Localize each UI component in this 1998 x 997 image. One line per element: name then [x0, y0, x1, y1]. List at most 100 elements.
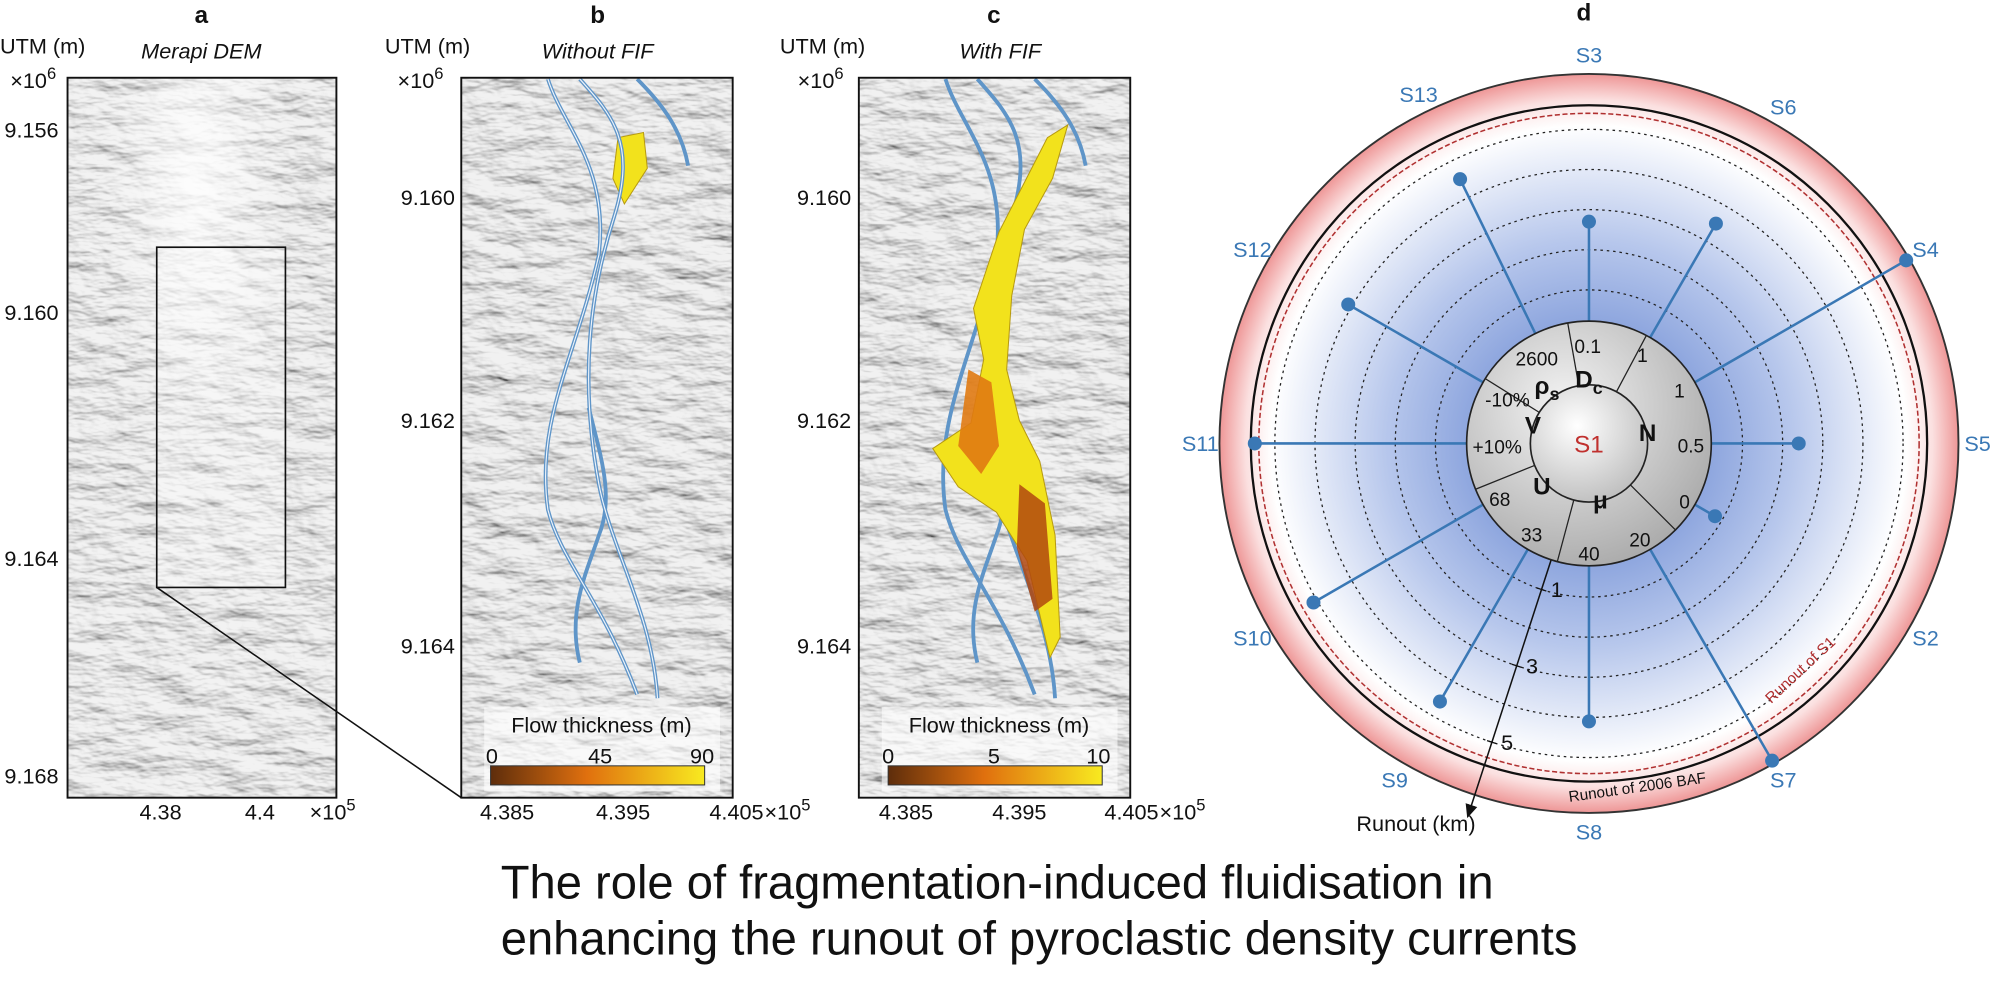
axis-unit: UTM (m): [780, 34, 865, 59]
spoke: [1649, 222, 1718, 339]
parameter-symbol-main: N: [1639, 420, 1656, 447]
y-tick-label: 9.164: [797, 634, 851, 659]
colorbar-tick-label: 0: [882, 743, 894, 768]
runout-dot: [1707, 509, 1723, 524]
panel-letter: c: [987, 2, 1000, 29]
scenario-label: S3: [1576, 42, 1603, 67]
map-b: [460, 76, 734, 799]
runout-dot: [1765, 753, 1780, 768]
spoke: [1694, 259, 1907, 384]
parameter-value: 68: [1489, 490, 1510, 511]
y-tick-label: 9.156: [4, 118, 58, 143]
summit-glow: [67, 77, 337, 798]
y-tick-label: 9.164: [401, 634, 455, 659]
channel: [1033, 77, 1088, 167]
parameter-value: 1: [1674, 382, 1685, 403]
parameter-symbol: ρs: [1534, 373, 1559, 404]
channel-outlines: [543, 77, 690, 699]
parameter-symbol-main: μ: [1593, 487, 1608, 514]
y-multiplier: ×106: [10, 64, 56, 93]
wheel-divider: [1615, 335, 1647, 392]
panel-subtitle: With FIF: [959, 39, 1042, 64]
map-frame: [857, 76, 1132, 799]
channel-core: [579, 78, 659, 699]
parameter-value: 0: [1679, 492, 1690, 513]
wheel-divider: [1475, 464, 1535, 490]
parameter-value: 0.5: [1678, 436, 1705, 457]
panel-subtitle: Merapi DEM: [141, 39, 262, 64]
parameter-value: 33: [1521, 526, 1542, 547]
y-multiplier-base: ×10: [798, 68, 835, 93]
y-tick-label: 9.162: [401, 408, 455, 433]
runout-tick: [1511, 663, 1522, 669]
x-multiplier-base: ×10: [1160, 799, 1197, 824]
runout-dot: [1247, 436, 1262, 451]
runout-axis: [1465, 518, 1566, 819]
spoke: [1312, 503, 1484, 604]
runout-dot: [1899, 253, 1914, 268]
runout-dot: [1708, 216, 1723, 231]
spoke: [1649, 548, 1774, 762]
map-c: [857, 76, 1132, 799]
wheel-hub: [1529, 384, 1649, 503]
panel-letter: d: [1576, 0, 1591, 26]
x-tick-label: 4.4: [245, 799, 275, 824]
inset-connector: [156, 586, 462, 799]
wheel-divider: [1567, 322, 1580, 386]
parameter-symbol: μ: [1593, 487, 1608, 514]
y-tick-label: 9.168: [4, 764, 58, 789]
x-multiplier: ×105: [1160, 795, 1206, 824]
parameter-value: +10%: [1473, 438, 1522, 459]
y-tick-label: 9.162: [797, 408, 851, 433]
x-multiplier-power: 5: [346, 795, 355, 814]
deposit-thick: [1016, 484, 1053, 612]
parameter-value: 1: [1637, 346, 1648, 367]
x-tick-label: 4.405: [709, 799, 763, 824]
inset-box: [155, 246, 287, 589]
spoke: [1347, 303, 1484, 384]
runout-dot: [1791, 436, 1806, 451]
y-tick-label: 9.160: [401, 185, 455, 210]
y-multiplier-power: 6: [47, 64, 56, 83]
runout-axis-label: Runout (km): [1356, 811, 1475, 836]
y-multiplier-power: 6: [434, 64, 443, 83]
x-tick-label: 4.38: [139, 799, 181, 824]
axis-unit: UTM (m): [0, 34, 85, 59]
colorbar-tick-label: 10: [1086, 743, 1110, 768]
figure-title: enhancing the runout of pyroclastic dens…: [501, 911, 1578, 964]
scenario-label: S2: [1912, 625, 1938, 650]
parameter-value: 0.1: [1574, 337, 1601, 358]
wheel-divider: [1556, 499, 1575, 562]
parameter-symbol-sub: s: [1549, 384, 1559, 404]
channel: [573, 407, 608, 664]
runout-tick-label: 1: [1551, 577, 1563, 602]
x-tick-label: 4.395: [596, 799, 650, 824]
parameter-value: -10%: [1485, 391, 1530, 412]
axis-unit: UTM (m): [385, 34, 470, 59]
runout-dot: [1306, 595, 1321, 610]
scenario-label: S13: [1399, 82, 1438, 107]
scenario-label: S5: [1964, 431, 1991, 456]
parameter-value: 20: [1629, 531, 1650, 552]
x-tick-label: 4.385: [480, 799, 534, 824]
y-multiplier: ×106: [398, 64, 444, 93]
channel: [635, 77, 690, 167]
runout-dot: [1581, 214, 1596, 229]
colorbar: [887, 765, 1103, 786]
y-tick-label: 9.160: [797, 185, 851, 210]
spoke: [1438, 548, 1529, 703]
figure-title: The role of fragmentation-induced fluidi…: [501, 855, 1494, 908]
spoke: [1458, 178, 1537, 335]
colorbar: [490, 765, 706, 786]
runout-tick-label: 3: [1526, 653, 1538, 678]
parameter-value: 40: [1578, 545, 1599, 566]
wheel-divider: [1484, 378, 1540, 413]
y-multiplier-power: 6: [834, 64, 843, 83]
colorbar-label: Flow thickness (m): [909, 713, 1090, 738]
runout-dot: [1581, 714, 1596, 729]
x-tick-label: 4.395: [992, 799, 1046, 824]
y-multiplier-base: ×10: [398, 68, 435, 93]
y-tick-label: 9.160: [4, 300, 58, 325]
colorbar-tick-label: 45: [588, 743, 612, 768]
